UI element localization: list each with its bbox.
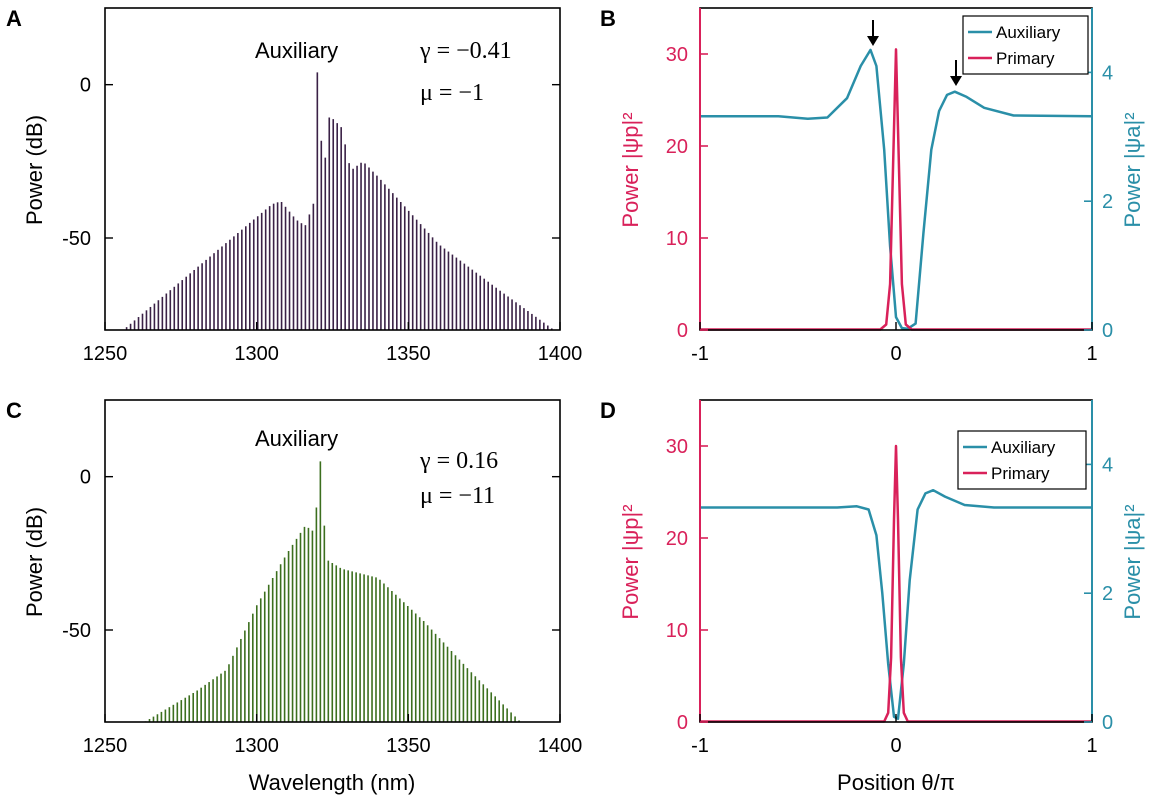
panel-b-curves: [700, 48, 1093, 331]
panel-d-ylabel-right: Power |ψa|²: [1120, 504, 1145, 619]
panel-d-ytick-right-label: 0: [1102, 712, 1113, 734]
panel-b-legend-box: [962, 15, 1089, 75]
legend-label-auxiliary: Auxiliary: [996, 23, 1061, 42]
panel-d-ytick-left-label: 20: [666, 528, 688, 550]
panel-a-comb-lines: [125, 72, 553, 330]
panel-d-ylabel-left: Power |ψp|²: [618, 504, 643, 619]
panel-c-xtick-label: 1250: [83, 735, 128, 757]
panel-d-ytick-left-label: 30: [666, 436, 688, 458]
legend-label-auxiliary: Auxiliary: [991, 438, 1056, 457]
panel-b-xtick-label: 1: [1086, 343, 1097, 365]
panel-a-gamma: γ = −0.41: [419, 38, 512, 64]
panel-c-xtick-label: 1400: [538, 735, 583, 757]
panel-a: A 1250 1300 1350 1400 0 -50 Power (dB) Auxili…: [6, 6, 582, 365]
panel-c: C 1250 1300 1350 1400 0 -50 Power (dB) Wavele…: [6, 398, 582, 795]
panel-b-ylabel-left: Power |ψp|²: [618, 112, 643, 227]
panel-b-auxiliary-curve: [700, 48, 1093, 330]
panel-label-c: C: [6, 398, 22, 423]
panel-a-frame: [104, 7, 561, 331]
panel-a-mu: μ = −1: [420, 80, 484, 106]
panel-b-xtick-label: -1: [691, 343, 709, 365]
panel-a-xtick-label: 1400: [538, 343, 583, 365]
panel-c-ytick-label: 0: [80, 467, 91, 489]
panel-b-ytick-left-label: 10: [666, 228, 688, 250]
panel-b-ylabel-right: Power |ψa|²: [1120, 112, 1145, 227]
panel-d-xtick-label: 0: [890, 735, 901, 757]
panel-a-xtick-label: 1250: [83, 343, 128, 365]
panel-b-ytick-left-label: 20: [666, 136, 688, 158]
panel-c-ylabel: Power (dB): [22, 507, 47, 617]
panel-d-legend: Auxiliary Primary: [957, 430, 1087, 490]
panel-label-b: B: [600, 6, 616, 31]
panel-d-curves: [700, 444, 1092, 723]
panel-c-xtick-label: 1300: [234, 735, 279, 757]
panel-d-xtick-label: 1: [1086, 735, 1097, 757]
panel-a-ytick-label: 0: [80, 75, 91, 97]
panel-c-mu: μ = −11: [420, 483, 495, 509]
panel-d-xtick-label: -1: [691, 735, 709, 757]
panel-c-ytick-label: -50: [62, 620, 91, 642]
arrow-right-peak-head: [950, 76, 962, 86]
panel-b-arrows: [867, 20, 962, 86]
panel-c-gamma: γ = 0.16: [419, 448, 498, 474]
panel-b-ytick-right-label: 0: [1102, 320, 1113, 342]
panel-b-primary-curve: [700, 48, 1092, 331]
panel-label-d: D: [600, 398, 616, 423]
arrow-left-peak-head: [867, 36, 879, 46]
panel-d-ytick-right-label: 2: [1102, 583, 1113, 605]
panel-a-ylabel: Power (dB): [22, 115, 47, 225]
panel-c-frame: [104, 399, 561, 723]
panel-a-xtick-label: 1350: [386, 343, 431, 365]
panel-d-primary-curve: [700, 444, 1092, 723]
panel-c-xlabel: Wavelength (nm): [249, 770, 416, 795]
panel-c-xtick-label: 1350: [386, 735, 431, 757]
panel-a-ytick-label: -50: [62, 228, 91, 250]
panel-b-ytick-right-label: 4: [1102, 62, 1113, 84]
panel-a-xtick-label: 1300: [234, 343, 279, 365]
legend-label-primary: Primary: [996, 49, 1055, 68]
panel-b-ytick-left-label: 0: [677, 320, 688, 342]
panel-d-xlabel: Position θ/π: [837, 770, 955, 795]
panel-d-auxiliary-curve: [700, 488, 1092, 721]
panel-d-ytick-left-label: 0: [677, 712, 688, 734]
panel-c-ticks: 1250 1300 1350 1400 0 -50: [62, 467, 582, 757]
panel-label-a: A: [6, 6, 22, 31]
panel-d-ytick-right-label: 4: [1102, 454, 1113, 476]
legend-label-primary: Primary: [991, 464, 1050, 483]
panel-a-annotation: Auxiliary: [255, 38, 338, 63]
panel-a-ticks: 1250 1300 1350 1400 0 -50: [62, 75, 582, 365]
panel-b-legend: Auxiliary Primary: [962, 15, 1089, 75]
panel-b-xtick-label: 0: [890, 343, 901, 365]
panel-c-annotation: Auxiliary: [255, 426, 338, 451]
panel-b-ytick-right-label: 2: [1102, 191, 1113, 213]
panel-d-legend-box: [957, 430, 1087, 490]
panel-d-ytick-left-label: 10: [666, 620, 688, 642]
panel-b-ytick-left-label: 30: [666, 44, 688, 66]
panel-c-comb-lines: [144, 461, 520, 722]
